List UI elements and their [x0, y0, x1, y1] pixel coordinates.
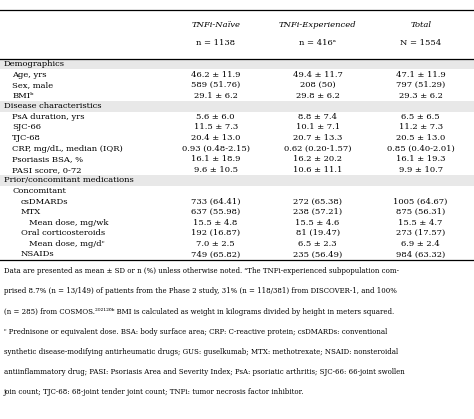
Text: TJC-68: TJC-68	[12, 134, 41, 142]
Text: 235 (56.49): 235 (56.49)	[293, 251, 342, 259]
Bar	[0, 217, 474, 228]
Text: 11.5 ± 7.3: 11.5 ± 7.3	[193, 124, 238, 132]
Text: 273 (17.57): 273 (17.57)	[396, 229, 445, 237]
Text: 29.3 ± 6.2: 29.3 ± 6.2	[399, 92, 443, 100]
Text: 20.4 ± 13.0: 20.4 ± 13.0	[191, 134, 240, 142]
Text: BMIᵇ: BMIᵇ	[12, 92, 34, 100]
Text: 16.1 ± 19.3: 16.1 ± 19.3	[396, 155, 446, 163]
Text: 749 (65.82): 749 (65.82)	[191, 251, 240, 259]
Text: 9.6 ± 10.5: 9.6 ± 10.5	[194, 166, 237, 174]
Text: 15.5 ± 4.6: 15.5 ± 4.6	[295, 219, 340, 227]
Text: 733 (64.41): 733 (64.41)	[191, 198, 240, 206]
Text: 81 (19.47): 81 (19.47)	[295, 229, 340, 237]
Text: PsA duration, yrs: PsA duration, yrs	[12, 113, 85, 121]
Bar	[0, 228, 474, 238]
Text: 29.1 ± 6.2: 29.1 ± 6.2	[194, 92, 237, 100]
Text: 0.62 (0.20-1.57): 0.62 (0.20-1.57)	[284, 145, 351, 153]
Text: 10.1 ± 7.1: 10.1 ± 7.1	[295, 124, 340, 132]
Text: prised 8.7% (n = 13/149) of patients from the Phase 2 study, 31% (n = 118/381) f: prised 8.7% (n = 13/149) of patients fro…	[4, 287, 397, 295]
Text: 20.5 ± 13.0: 20.5 ± 13.0	[396, 134, 445, 142]
Text: Age, yrs: Age, yrs	[12, 70, 47, 78]
Text: TNFi-Experienced: TNFi-Experienced	[279, 21, 356, 29]
Text: 5.6 ± 6.0: 5.6 ± 6.0	[196, 113, 235, 121]
Text: join count; TJC-68: 68-joint tender joint count; TNFi: tumor necrosis factor inh: join count; TJC-68: 68-joint tender join…	[4, 388, 304, 396]
Text: NSAIDs: NSAIDs	[21, 251, 55, 259]
Text: 16.1 ± 18.9: 16.1 ± 18.9	[191, 155, 240, 163]
Text: Mean dose, mg/dᶜ: Mean dose, mg/dᶜ	[29, 240, 105, 248]
Bar	[0, 249, 474, 260]
Bar	[0, 165, 474, 175]
Text: Disease characteristics: Disease characteristics	[4, 102, 101, 110]
Text: 15.5 ± 4.8: 15.5 ± 4.8	[193, 219, 238, 227]
Text: 6.5 ± 6.5: 6.5 ± 6.5	[401, 113, 440, 121]
Bar	[0, 59, 474, 69]
Text: 9.9 ± 10.7: 9.9 ± 10.7	[399, 166, 443, 174]
Text: 637 (55.98): 637 (55.98)	[191, 208, 240, 216]
Text: 0.85 (0.40-2.01): 0.85 (0.40-2.01)	[387, 145, 455, 153]
Text: Oral corticosteroids: Oral corticosteroids	[21, 229, 105, 237]
Text: Data are presented as mean ± SD or n (%) unless otherwise noted. ᵃThe TNFi-exper: Data are presented as mean ± SD or n (%)…	[4, 267, 399, 275]
Text: SJC-66: SJC-66	[12, 124, 41, 132]
Bar	[0, 207, 474, 217]
Text: 20.7 ± 13.3: 20.7 ± 13.3	[293, 134, 342, 142]
Bar	[0, 175, 474, 186]
Text: Demographics: Demographics	[4, 60, 65, 68]
Text: Total: Total	[410, 21, 431, 29]
Text: Prior/concomitant medications: Prior/concomitant medications	[4, 176, 134, 184]
Text: 208 (50): 208 (50)	[300, 81, 336, 89]
Text: 47.1 ± 11.9: 47.1 ± 11.9	[396, 70, 446, 78]
Bar	[0, 101, 474, 111]
Bar	[0, 133, 474, 143]
Text: 49.4 ± 11.7: 49.4 ± 11.7	[292, 70, 343, 78]
Text: 16.2 ± 20.2: 16.2 ± 20.2	[293, 155, 342, 163]
Bar	[0, 122, 474, 133]
Text: antiinflammatory drug; PASI: Psoriasis Area and Severity Index; PsA: psoriatic a: antiinflammatory drug; PASI: Psoriasis A…	[4, 368, 404, 376]
Bar	[0, 10, 474, 59]
Text: Psoriasis BSA, %: Psoriasis BSA, %	[12, 155, 83, 163]
Text: 984 (63.32): 984 (63.32)	[396, 251, 445, 259]
Text: 1005 (64.67): 1005 (64.67)	[393, 198, 448, 206]
Bar	[0, 196, 474, 207]
Bar	[0, 91, 474, 101]
Text: CRP, mg/dL, median (IQR): CRP, mg/dL, median (IQR)	[12, 145, 123, 153]
Text: n = 1138: n = 1138	[196, 39, 235, 47]
Text: 6.9 ± 2.4: 6.9 ± 2.4	[401, 240, 440, 248]
Text: 11.2 ± 7.3: 11.2 ± 7.3	[399, 124, 443, 132]
Text: 272 (65.38): 272 (65.38)	[293, 198, 342, 206]
Bar	[0, 143, 474, 154]
Text: synthetic disease-modifying antirheumatic drugs; GUS: guselkumab; MTX: methotrex: synthetic disease-modifying antirheumati…	[4, 348, 398, 356]
Text: n = 416ᵃ: n = 416ᵃ	[299, 39, 336, 47]
Text: Concomitant: Concomitant	[12, 187, 66, 195]
Text: MTX: MTX	[21, 208, 41, 216]
Text: 238 (57.21): 238 (57.21)	[293, 208, 342, 216]
Bar	[0, 111, 474, 122]
Text: 0.93 (0.48-2.15): 0.93 (0.48-2.15)	[182, 145, 250, 153]
Text: 6.5 ± 2.3: 6.5 ± 2.3	[298, 240, 337, 248]
Text: 875 (56.31): 875 (56.31)	[396, 208, 445, 216]
Bar	[0, 154, 474, 165]
Text: 15.5 ± 4.7: 15.5 ± 4.7	[399, 219, 443, 227]
Text: (n = 285) from COSMOS.²⁰²¹²⁶ᵇ BMI is calculated as weight in kilograms divided b: (n = 285) from COSMOS.²⁰²¹²⁶ᵇ BMI is cal…	[4, 308, 394, 316]
Bar	[0, 186, 474, 196]
Bar	[0, 238, 474, 249]
Text: N = 1554: N = 1554	[400, 39, 441, 47]
Text: Sex, male: Sex, male	[12, 81, 54, 89]
Text: 46.2 ± 11.9: 46.2 ± 11.9	[191, 70, 240, 78]
Text: 589 (51.76): 589 (51.76)	[191, 81, 240, 89]
Text: 8.8 ± 7.4: 8.8 ± 7.4	[298, 113, 337, 121]
Text: 797 (51.29): 797 (51.29)	[396, 81, 445, 89]
Text: 10.6 ± 11.1: 10.6 ± 11.1	[293, 166, 342, 174]
Bar	[0, 80, 474, 91]
Text: Mean dose, mg/wk: Mean dose, mg/wk	[29, 219, 109, 227]
Text: ᶜ Prednisone or equivalent dose. BSA: body surface area; CRP: C-reactive protein: ᶜ Prednisone or equivalent dose. BSA: bo…	[4, 328, 387, 336]
Bar	[0, 69, 474, 80]
Text: 29.8 ± 6.2: 29.8 ± 6.2	[296, 92, 339, 100]
Text: 7.0 ± 2.5: 7.0 ± 2.5	[196, 240, 235, 248]
Text: TNFi-Naïve: TNFi-Naïve	[191, 21, 240, 29]
Text: csDMARDs: csDMARDs	[21, 198, 68, 206]
Text: 192 (16.87): 192 (16.87)	[191, 229, 240, 237]
Text: PASI score, 0-72: PASI score, 0-72	[12, 166, 82, 174]
